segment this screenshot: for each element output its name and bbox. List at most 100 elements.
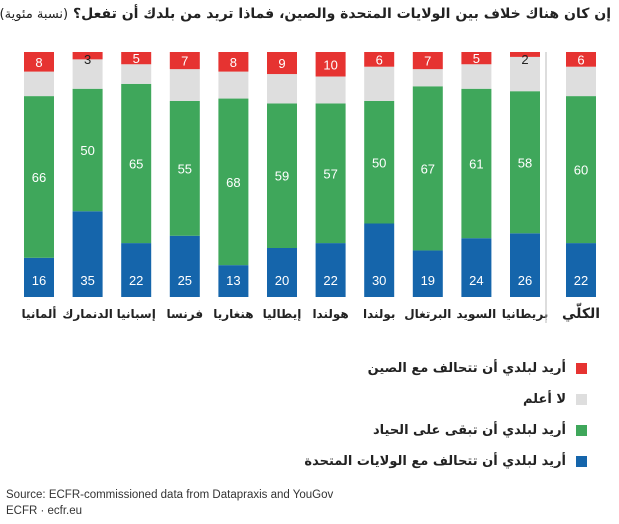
legend-item-neutral: أريد لبلدي أن تبقى على الحياد	[373, 420, 587, 440]
bar-segment	[24, 71, 54, 97]
data-label: 22	[574, 273, 588, 288]
legend-item-us: أريد لبلدي أن تتحالف مع الولايات المتحدة	[304, 451, 587, 471]
data-label: 24	[469, 273, 483, 288]
data-label: 26	[518, 273, 532, 288]
data-label: 6	[376, 52, 383, 67]
data-label: 9	[278, 56, 285, 71]
publisher-line: ECFR · ecfr.eu	[6, 505, 83, 517]
bar-segment	[461, 52, 492, 65]
source-note: Source: ECFR-commissioned data from Data…	[6, 487, 333, 519]
bar-segment	[218, 52, 249, 72]
bar-segment	[121, 52, 152, 65]
bar-segment	[412, 69, 443, 87]
data-label: 50	[80, 143, 94, 158]
data-label: 5	[133, 51, 140, 66]
x-tick-label: الكلّي	[562, 303, 600, 322]
bar-segment	[566, 52, 596, 67]
bar-segment	[169, 69, 200, 101]
bar-segment	[566, 66, 596, 97]
legend-swatch-china	[576, 362, 587, 374]
data-label: 57	[323, 166, 337, 181]
bar-segment	[461, 88, 492, 239]
legend-label-china: أريد لبلدي أن تتحالف مع الصين	[367, 360, 566, 376]
bar-segment	[24, 52, 54, 72]
data-label: 25	[178, 273, 192, 288]
chart-title-block: إن كان هناك خلاف بين الولايات المتحدة وا…	[0, 4, 611, 25]
data-label: 55	[178, 161, 192, 176]
data-label: 20	[275, 273, 289, 288]
data-label: 16	[32, 273, 46, 288]
x-tick-label: الدنمارك	[62, 307, 113, 321]
bar-segment	[121, 243, 152, 297]
data-label: 10	[323, 57, 337, 72]
legend-swatch-us	[576, 455, 587, 467]
bar-segment	[72, 211, 103, 297]
legend-label-neutral: أريد لبلدي أن تبقى على الحياد	[372, 422, 566, 438]
chart-subtitle: (نسبة مئوية)	[0, 7, 69, 22]
data-label: 22	[129, 273, 143, 288]
bar-segment	[412, 52, 443, 70]
bar-segment	[364, 101, 395, 224]
legend-swatch-dontknow	[576, 393, 587, 405]
data-label: 5	[473, 51, 480, 66]
data-label: 67	[421, 161, 435, 176]
x-tick-label: البرتغال	[404, 307, 451, 321]
bar-segment	[121, 83, 152, 244]
data-label: 58	[518, 155, 532, 170]
legend-item-china: أريد لبلدي أن تتحالف مع الصين	[368, 358, 587, 378]
legend-label-dontknow: لا أعلم	[522, 391, 566, 407]
bar-segment	[315, 103, 346, 244]
bar-segment	[510, 233, 540, 297]
data-label: 68	[226, 175, 240, 190]
bar-segment	[315, 52, 346, 77]
stacked-bar-chart: 16668ألمانيا35503الدنمارك22655إسبانيا255…	[21, 51, 600, 323]
data-label: 61	[469, 156, 483, 171]
bar-segment	[364, 223, 395, 297]
bar-segment	[267, 74, 297, 104]
legend-label-us: أريد لبلدي أن تتحالف مع الولايات المتحدة	[304, 453, 566, 469]
legend-swatch-neutral	[576, 424, 587, 436]
bar-segment	[510, 56, 540, 92]
chart-title: إن كان هناك خلاف بين الولايات المتحدة وا…	[72, 6, 611, 22]
bar-segment	[510, 52, 540, 57]
bar-segment	[24, 257, 54, 297]
bar-segment	[218, 98, 249, 266]
bar-segment	[412, 86, 443, 251]
bar-segment	[218, 71, 249, 99]
x-tick-label: إيطاليا	[263, 307, 302, 321]
data-label: 19	[421, 273, 435, 288]
bar-segment	[72, 88, 103, 212]
data-label: 30	[372, 273, 386, 288]
bar-segment	[412, 250, 443, 297]
bar-segment	[566, 96, 596, 244]
bar-segment	[566, 243, 596, 297]
bar-segment	[364, 52, 395, 67]
bar-segment	[24, 96, 54, 258]
x-tick-label: بريطانيا	[502, 307, 549, 321]
legend-item-dontknow: لا أعلم	[523, 389, 587, 409]
x-tick-label: ألمانيا	[21, 306, 56, 321]
data-label: 7	[424, 54, 431, 69]
bar-segment	[169, 101, 200, 236]
x-tick-label: إسبانيا	[117, 307, 156, 321]
bar-segment	[315, 76, 346, 104]
x-tick-label: بولندا	[363, 307, 395, 322]
data-label: 66	[32, 170, 46, 185]
source-line: Source: ECFR-commissioned data from Data…	[6, 489, 334, 501]
data-label: 59	[275, 169, 289, 184]
bar-segment	[267, 103, 297, 248]
x-tick-label: هنغاريا	[213, 307, 253, 321]
data-label: 22	[323, 273, 337, 288]
x-tick-label: فرنسا	[167, 307, 204, 321]
bar-segment	[218, 265, 249, 297]
bar-segment	[72, 59, 103, 89]
data-label: 7	[181, 54, 188, 69]
bar-segment	[461, 238, 492, 297]
data-label: 65	[129, 156, 143, 171]
data-label: 35	[80, 273, 94, 288]
data-label: 6	[577, 52, 584, 67]
data-label: 8	[35, 55, 42, 70]
bar-segment	[72, 52, 103, 60]
bar-segment	[121, 64, 152, 84]
x-tick-label: هولندا	[312, 307, 348, 322]
